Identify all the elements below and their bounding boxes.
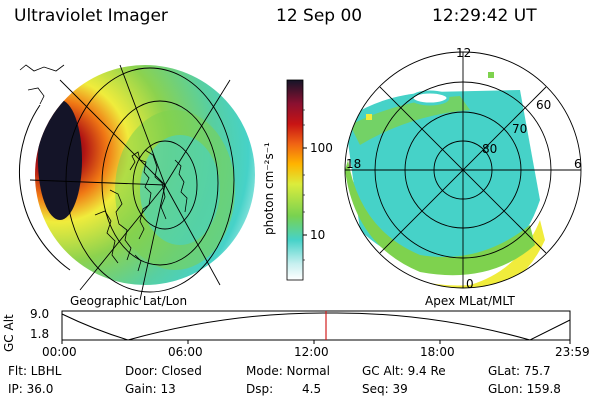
- lat-lon-grid: [29, 64, 235, 301]
- colorbar-tick-10: 10: [310, 228, 326, 242]
- gain-info: Gain: 13: [125, 382, 176, 396]
- time-tick-1200: 12:00: [294, 345, 329, 359]
- dsp-label: Dsp:: [246, 382, 274, 396]
- mlat-label-80: 80: [482, 142, 498, 156]
- midnight-oval: [345, 160, 535, 276]
- mlat-label-70: 70: [512, 122, 528, 136]
- dayside-peak-left: [38, 100, 82, 220]
- altitude-ytick-9: 9.0: [30, 307, 50, 321]
- colorbar-scale: [286, 79, 304, 281]
- altitude-frame: [61, 310, 571, 341]
- magnetic-polar-map: [344, 51, 582, 289]
- filter-info: Flt: LBHL: [8, 364, 62, 378]
- time-tick-1800: 18:00: [420, 345, 455, 359]
- coastlines: [19, 64, 188, 272]
- colorbar: [286, 79, 307, 281]
- dsp-value: 4.5: [302, 382, 322, 396]
- left-map-caption: Geographic Lat/Lon: [70, 294, 188, 308]
- ip-info: IP: 36.0: [8, 382, 54, 396]
- glat-info: GLat: 75.7: [488, 364, 551, 378]
- time-label: 12:29:42 UT: [432, 6, 537, 26]
- date-label: 12 Sep 00: [276, 6, 363, 26]
- mlat-label-60: 60: [536, 98, 552, 112]
- mlt-label-12: 12: [456, 46, 472, 60]
- altitude-ytick-1-8: 1.8: [30, 327, 50, 341]
- altitude-plot: [61, 310, 571, 344]
- time-tick-0000: 00:00: [42, 345, 77, 359]
- mlt-label-0: 0: [466, 277, 474, 291]
- glon-info: GLon: 159.8: [488, 382, 561, 396]
- altitude-ylabel: GC Alt: [2, 314, 16, 352]
- time-tick-2359: 23:59: [555, 345, 590, 359]
- gc-alt-info: GC Alt: 9.4 Re: [362, 364, 446, 378]
- dayside-arc: [410, 90, 450, 106]
- mlt-label-18: 18: [346, 157, 362, 171]
- earth-limb: [18, 104, 71, 271]
- geographic-map: [18, 64, 255, 301]
- seq-info: Seq: 39: [362, 382, 408, 396]
- polar-emission: [345, 90, 540, 269]
- time-tick-0600: 06:00: [168, 345, 203, 359]
- colorbar-unit-label: photon cm⁻²s⁻¹: [262, 142, 276, 235]
- mlt-label-6: 6: [574, 157, 582, 171]
- mode-info: Mode: Normal: [246, 364, 330, 378]
- altitude-trace: [61, 312, 571, 341]
- dayside-oval: [350, 96, 470, 145]
- door-info: Door: Closed: [125, 364, 202, 378]
- instrument-title: Ultraviolet Imager: [14, 6, 168, 26]
- right-map-caption: Apex MLat/MLT: [425, 294, 515, 308]
- polar-cap-left: [140, 135, 220, 245]
- mlat-mlt-grid: [344, 51, 582, 289]
- colorbar-tick-100: 100: [310, 141, 333, 155]
